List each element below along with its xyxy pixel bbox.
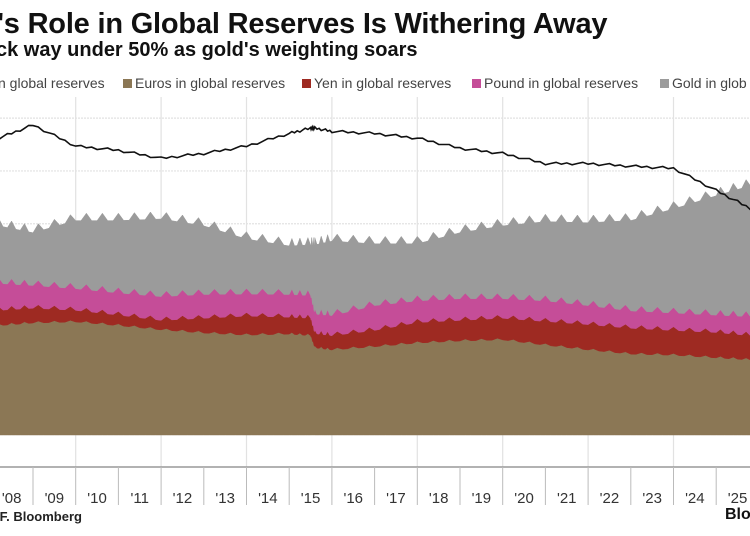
legend: n global reserves Euros in global reserv… bbox=[0, 75, 750, 93]
x-tick-label: '17 bbox=[386, 490, 406, 507]
dollar-share-line bbox=[0, 124, 750, 211]
legend-item-yen: Yen in global reserves bbox=[302, 75, 451, 91]
x-tick-label: '24 bbox=[685, 490, 705, 507]
x-tick-label: '10 bbox=[87, 490, 107, 507]
x-tick-label: '19 bbox=[472, 490, 492, 507]
x-tick-label: '21 bbox=[557, 490, 577, 507]
legend-item-euros: Euros in global reserves bbox=[123, 75, 285, 91]
x-tick-label: '23 bbox=[642, 490, 662, 507]
x-tick-label: '22 bbox=[600, 490, 620, 507]
x-tick-label: '15 bbox=[301, 490, 321, 507]
legend-label: Euros in global reserves bbox=[135, 75, 286, 91]
x-tick-label: '12 bbox=[173, 490, 193, 507]
legend-swatch bbox=[472, 78, 481, 88]
x-tick-label: '25 bbox=[728, 490, 748, 507]
x-tick-label: '13 bbox=[215, 490, 235, 507]
legend-item-gold: Gold in glob bbox=[660, 75, 747, 91]
area-gold bbox=[0, 179, 750, 317]
legend-item-dollar: n global reserves bbox=[0, 75, 105, 91]
x-axis: '08 '09 '10 '11 '12 '13 '14 '15 '16 '17 '18 '19 '20 '… bbox=[0, 466, 750, 507]
legend-label: Gold in glob bbox=[672, 75, 747, 91]
legend-item-pound: Pound in global reserves bbox=[472, 75, 638, 91]
chart-subtitle: ck way under 50% as gold's weighting soa… bbox=[0, 39, 418, 61]
x-tick-label: '11 bbox=[131, 490, 149, 507]
legend-swatch bbox=[302, 78, 311, 88]
legend-swatch bbox=[123, 78, 132, 88]
source-note: IF. Bloomberg bbox=[0, 509, 82, 524]
chart-title: r's Role in Global Reserves Is Withering… bbox=[0, 8, 608, 40]
x-tick-label: '08 bbox=[2, 490, 22, 507]
stacked-areas bbox=[0, 179, 750, 436]
legend-label: Pound in global reserves bbox=[484, 75, 639, 91]
bloomberg-logo: Blo bbox=[725, 506, 750, 523]
x-tick-label: '16 bbox=[343, 490, 363, 507]
legend-label: Yen in global reserves bbox=[314, 75, 452, 91]
x-tick-label: '20 bbox=[514, 490, 534, 507]
x-tick-label: '18 bbox=[429, 490, 449, 507]
legend-label: n global reserves bbox=[0, 75, 105, 91]
legend-swatch bbox=[660, 78, 669, 88]
x-tick-label: '14 bbox=[258, 490, 278, 507]
dollar-line-group bbox=[0, 124, 750, 211]
x-tick-label: '09 bbox=[45, 490, 65, 507]
